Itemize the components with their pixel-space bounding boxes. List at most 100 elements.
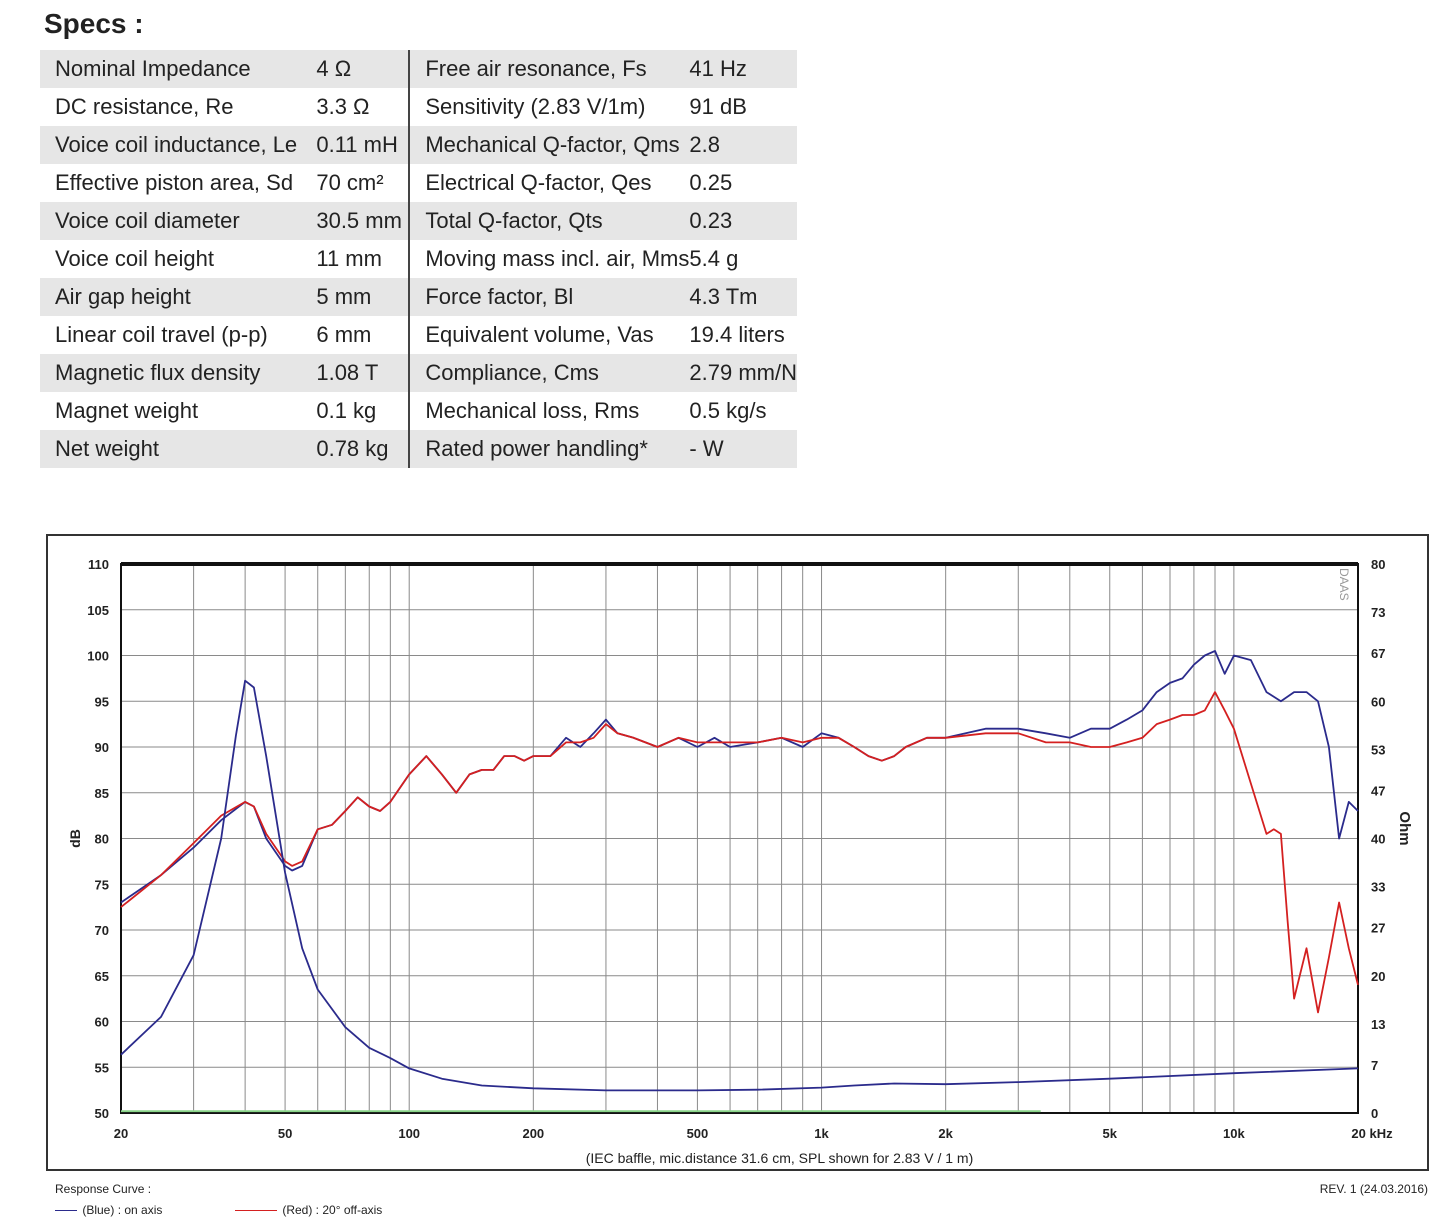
- spec-value: 2.8: [689, 126, 797, 164]
- spec-value: 5 mm: [311, 278, 410, 316]
- spec-label: Rated power handling*: [408, 430, 690, 468]
- spec-label: Equivalent volume, Vas: [408, 316, 690, 354]
- revision-label: REV. 1 (24.03.2016): [1319, 1182, 1428, 1196]
- spec-value: 70 cm²: [316, 170, 384, 195]
- spec-label: Linear coil travel (p-p): [55, 322, 268, 347]
- watermark: DAAS: [1337, 568, 1351, 601]
- y-tick-label: 55: [95, 1060, 109, 1075]
- spec-row: Linear coil travel (p-p) 6 mm Equivalent v…: [40, 316, 797, 354]
- y-axis-label: dB: [67, 829, 83, 848]
- off-axis-curve: [120, 691, 1359, 1014]
- y-tick-label: 90: [95, 740, 109, 755]
- y-tick-label: 100: [87, 649, 109, 664]
- y2-tick-label: 73: [1371, 605, 1385, 620]
- spec-row: Voice coil inductance, Le 0.11 mH Mechanic…: [40, 126, 797, 164]
- spec-label: Effective piston area, Sd: [55, 170, 294, 195]
- spec-row: Nominal Impedance 4 Ω Free air resonance, …: [40, 50, 797, 88]
- spec-row: Magnet weight 0.1 kg Mechanical loss, Rms 0…: [40, 392, 797, 430]
- spec-value: 41 Hz: [689, 50, 797, 88]
- y2-tick-label: 67: [1371, 646, 1385, 661]
- y-tick-label: 85: [95, 786, 109, 801]
- spec-label: Force factor, Bl: [408, 278, 690, 316]
- spec-value: 5.4 g: [689, 246, 739, 271]
- y-tick-label: 105: [87, 603, 109, 618]
- spec-row: Magnetic flux density 1.08 T Compliance, C…: [40, 354, 797, 392]
- y2-tick-label: 13: [1371, 1017, 1385, 1032]
- y2-axis-label: Ohm: [1396, 811, 1413, 845]
- y2-tick-label: 80: [1371, 557, 1385, 572]
- spec-value: 2.79 mm/N: [689, 354, 797, 392]
- spec-value: 0.78 kg: [311, 430, 410, 468]
- spec-label: DC resistance, Re: [55, 94, 234, 119]
- response-chart: 1101051009590858075706560555080736760534…: [67, 557, 1413, 1166]
- spec-value: 1.08 T: [311, 354, 410, 392]
- spec-label: Total Q-factor, Qts: [408, 202, 690, 240]
- spec-label: Sensitivity (2.83 V/1m): [408, 88, 690, 126]
- spec-label: Air gap height: [40, 278, 312, 316]
- legend-item-off-axis: (Red) : 20° off-axis: [235, 1203, 382, 1217]
- spec-value: 6 mm: [316, 322, 372, 347]
- y-tick-label: 75: [95, 877, 109, 892]
- x-tick-label: 50: [278, 1126, 292, 1141]
- y-tick-label: 80: [95, 832, 109, 847]
- spec-label: Compliance, Cms: [408, 354, 690, 392]
- spec-label: Mechanical Q-factor, Qms: [408, 126, 690, 164]
- y2-tick-label: 33: [1371, 880, 1385, 895]
- spec-label: Magnet weight: [55, 398, 199, 423]
- spec-value: 19.4 liters: [689, 322, 785, 347]
- y-tick-label: 65: [95, 969, 109, 984]
- y-tick-label: 95: [95, 694, 109, 709]
- spec-label: Moving mass incl. air, Mms: [408, 240, 690, 278]
- x-tick-label: 1k: [814, 1126, 829, 1141]
- spec-row: Net weight 0.78 kg Rated power handling* - …: [40, 430, 797, 468]
- spec-value: 4 Ω: [311, 50, 410, 88]
- spec-label: Electrical Q-factor, Qes: [408, 164, 690, 202]
- x-tick-label: 2k: [938, 1126, 953, 1141]
- spec-value: 3.3 Ω: [316, 94, 370, 119]
- spec-label: Voice coil inductance, Le: [40, 126, 312, 164]
- y-tick-label: 60: [95, 1015, 109, 1030]
- spec-value: - W: [689, 430, 797, 468]
- spec-row: DC resistance, Re 3.3 Ω Sensitivity (2.83 …: [40, 88, 797, 126]
- legend-title: Response Curve :: [55, 1182, 152, 1196]
- spec-label: Voice coil height: [55, 246, 214, 271]
- spec-row: Voice coil diameter 30.5 mm Total Q-factor…: [40, 202, 797, 240]
- spec-value: 4.3 Tm: [689, 278, 797, 316]
- spec-value: 0.23: [689, 202, 797, 240]
- x-tick-label: 200: [522, 1126, 544, 1141]
- spec-row: Effective piston area, Sd 70 cm² Electrica…: [40, 164, 797, 202]
- spec-value: 91 dB: [689, 94, 747, 119]
- legend-swatch-red: [235, 1210, 277, 1212]
- legend-swatch-blue: [55, 1210, 77, 1212]
- spec-value: 0.5 kg/s: [689, 398, 767, 423]
- x-tick-label: 20: [114, 1126, 128, 1141]
- y-tick-label: 50: [95, 1106, 109, 1121]
- legend-label-off-axis: (Red) : 20° off-axis: [282, 1203, 383, 1217]
- chart-caption: (IEC baffle, mic.distance 31.6 cm, SPL s…: [586, 1150, 974, 1166]
- x-tick-label: 10k: [1223, 1126, 1245, 1141]
- y2-tick-label: 40: [1371, 832, 1385, 847]
- legend-item-on-axis: (Blue) : on axis: [55, 1203, 162, 1217]
- spec-label: Free air resonance, Fs: [408, 50, 690, 88]
- x-tick-label: 20 kHz: [1351, 1126, 1393, 1141]
- legend-label-on-axis: (Blue) : on axis: [82, 1203, 163, 1217]
- spec-row: Air gap height 5 mm Force factor, Bl 4.3 Tm: [40, 278, 797, 316]
- specs-title: Specs :: [44, 8, 144, 39]
- y2-tick-label: 7: [1371, 1058, 1378, 1073]
- spec-label: Mechanical loss, Rms: [408, 392, 690, 430]
- response-chart-frame: 110 105 100 95 90 85 80 75 70 65 60 55 50 80 73 67 60 53 4…: [46, 534, 1429, 1171]
- spec-value: 0.1 kg: [316, 398, 377, 423]
- spec-label: Voice coil diameter: [40, 202, 312, 240]
- y-tick-label: 110: [88, 557, 109, 572]
- spec-value: 11 mm: [316, 246, 382, 271]
- y-tick-label: 70: [95, 923, 109, 938]
- impedance-curve: [120, 679, 1359, 1092]
- spec-label: Nominal Impedance: [40, 50, 312, 88]
- spec-row: Voice coil height 11 mm Moving mass incl. …: [40, 240, 797, 278]
- y2-tick-label: 27: [1371, 921, 1385, 936]
- y2-tick-label: 20: [1371, 969, 1385, 984]
- specs-table: Nominal Impedance 4 Ω Free air resonance, …: [40, 50, 797, 468]
- spec-label: Magnetic flux density: [40, 354, 312, 392]
- y2-tick-label: 47: [1371, 783, 1385, 798]
- spec-value: 0.11 mH: [311, 126, 410, 164]
